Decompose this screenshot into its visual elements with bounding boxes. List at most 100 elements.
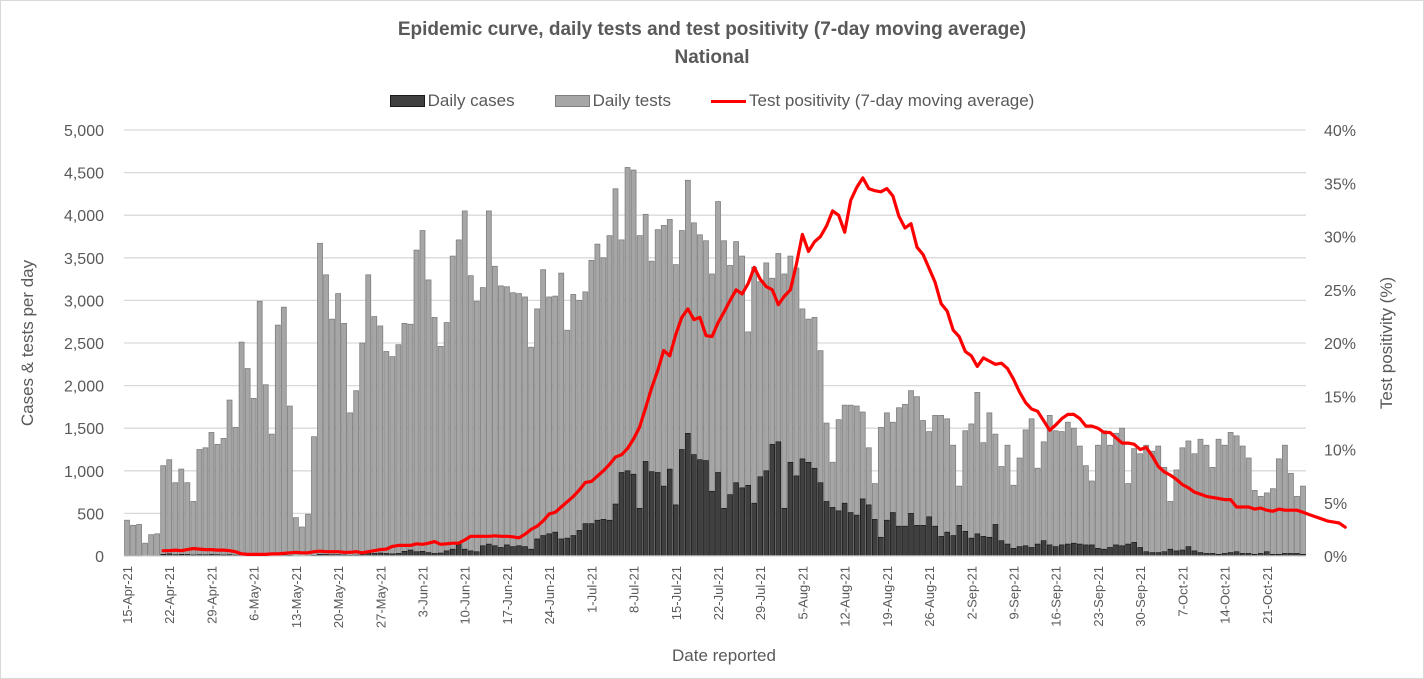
tests-bar [968,423,975,557]
cases-bar [998,540,1005,557]
tests-bar [1251,489,1258,557]
legend-swatch-cases [389,95,425,107]
tests-bar [238,341,245,557]
x-tick-label: 6-May-21 [247,566,262,621]
tests-bar [335,293,341,557]
y2-tick-label: 20% [1324,336,1356,353]
tests-bar [974,392,981,557]
tests-bar [540,269,547,557]
cases-bar [1052,546,1059,557]
cases-bar [1131,542,1137,557]
cases-bar [606,519,613,557]
tests-bar [359,342,366,557]
cases-bar [1071,542,1077,557]
x-tick-label: 26-Aug-21 [922,566,937,627]
tests-bar [582,291,589,557]
cases-bar [1034,543,1041,557]
cases-bar [443,550,450,557]
cases-bar [763,470,770,557]
tests-bar [202,447,209,557]
tests-bar [1269,488,1276,557]
x-tick-label: 22-Jul-21 [711,566,726,620]
tests-bar [877,426,884,557]
tests-bar [256,300,263,557]
tests-bar [329,318,335,557]
tests-bar [419,230,426,557]
tests-bar [317,242,323,557]
tests-bar [1010,484,1017,557]
y2-axis-ticks: 0% 5% 10% 15% 20% 25% 30% 35% 40% [1324,123,1356,566]
y2-tick-label: 40% [1324,123,1356,140]
cases-bar [528,548,534,557]
tests-bar [323,274,329,557]
y2-tick-label: 5% [1324,496,1347,513]
x-tick-label: 19-Aug-21 [880,566,895,627]
cases-bar [853,514,860,557]
cases-bar [1089,544,1095,557]
cases-bar [558,538,564,557]
y-axis-ticks: 0 500 1,000 1,500 2,000 2,500 3,000 3,500 4,000 4… [64,123,104,566]
tests-bar [516,293,522,557]
tests-bar [485,210,492,557]
tests-bar [1203,444,1210,557]
tests-bar [1263,492,1270,557]
tests-bar [1058,431,1065,557]
tests-bar [552,295,559,557]
tests-bar [612,188,619,557]
x-tick-label: 23-Sep-21 [1091,566,1106,627]
y-tick-label: 1,000 [64,464,104,481]
tests-bar [437,346,444,557]
cases-bar [974,533,981,557]
legend-label-tests: Daily tests [592,91,671,110]
tests-bar [1101,430,1107,557]
tests-bar [558,272,565,557]
y-tick-label: 0 [95,549,104,566]
tests-bar [220,438,227,557]
x-axis-label: Date reported [672,646,776,665]
x-tick-label: 17-Jun-21 [500,566,515,625]
cases-bar [1040,540,1047,557]
chart-subtitle: National [674,47,750,68]
tests-bar [124,519,130,557]
tests-bar [1197,438,1204,557]
legend-label-positivity: Test positivity (7-day moving average) [749,91,1035,110]
x-tick-label: 20-May-21 [331,566,346,628]
cases-bar [1083,544,1089,557]
tests-bar [1179,447,1186,557]
tests-bar [570,294,577,557]
cases-bar [504,544,510,557]
chart-legend: Daily cases Daily tests Test positivity … [0,91,1424,111]
cases-bar [522,546,528,557]
x-tick-label: 24-Jun-21 [542,566,557,625]
cases-bar [715,472,721,557]
tests-bar [280,306,287,557]
cases-bar [552,531,558,557]
cases-bar [835,510,842,557]
x-axis-ticks: 15-Apr-21 22-Apr-21 29-Apr-21 6-May-21 13-Ma… [120,566,1275,628]
cases-bar [817,482,824,557]
legend-item-positivity: Test positivity (7-day moving average) [711,91,1034,111]
cases-bar [679,449,685,557]
tests-bar [286,405,293,557]
cases-bar [534,538,540,557]
cases-bar [1058,544,1065,557]
tests-bar [473,300,480,557]
cases-bar [847,512,854,557]
cases-bar [1113,544,1119,557]
legend-swatch-tests [554,95,590,107]
cases-bar [908,513,914,557]
cases-bar [829,507,836,557]
tests-bar [534,308,540,557]
tests-bar [522,296,528,557]
cases-bar [944,531,950,557]
cases-bar [709,490,715,557]
y-tick-label: 5,000 [64,123,104,140]
cases-bar [1065,543,1071,557]
tests-bar [1083,465,1089,557]
x-tick-label: 5-Aug-21 [795,566,810,619]
tests-bar [389,356,396,557]
cases-bar [570,535,577,557]
tests-bar [1028,418,1035,557]
x-tick-label: 12-Aug-21 [838,566,853,627]
cases-bar [968,537,975,557]
